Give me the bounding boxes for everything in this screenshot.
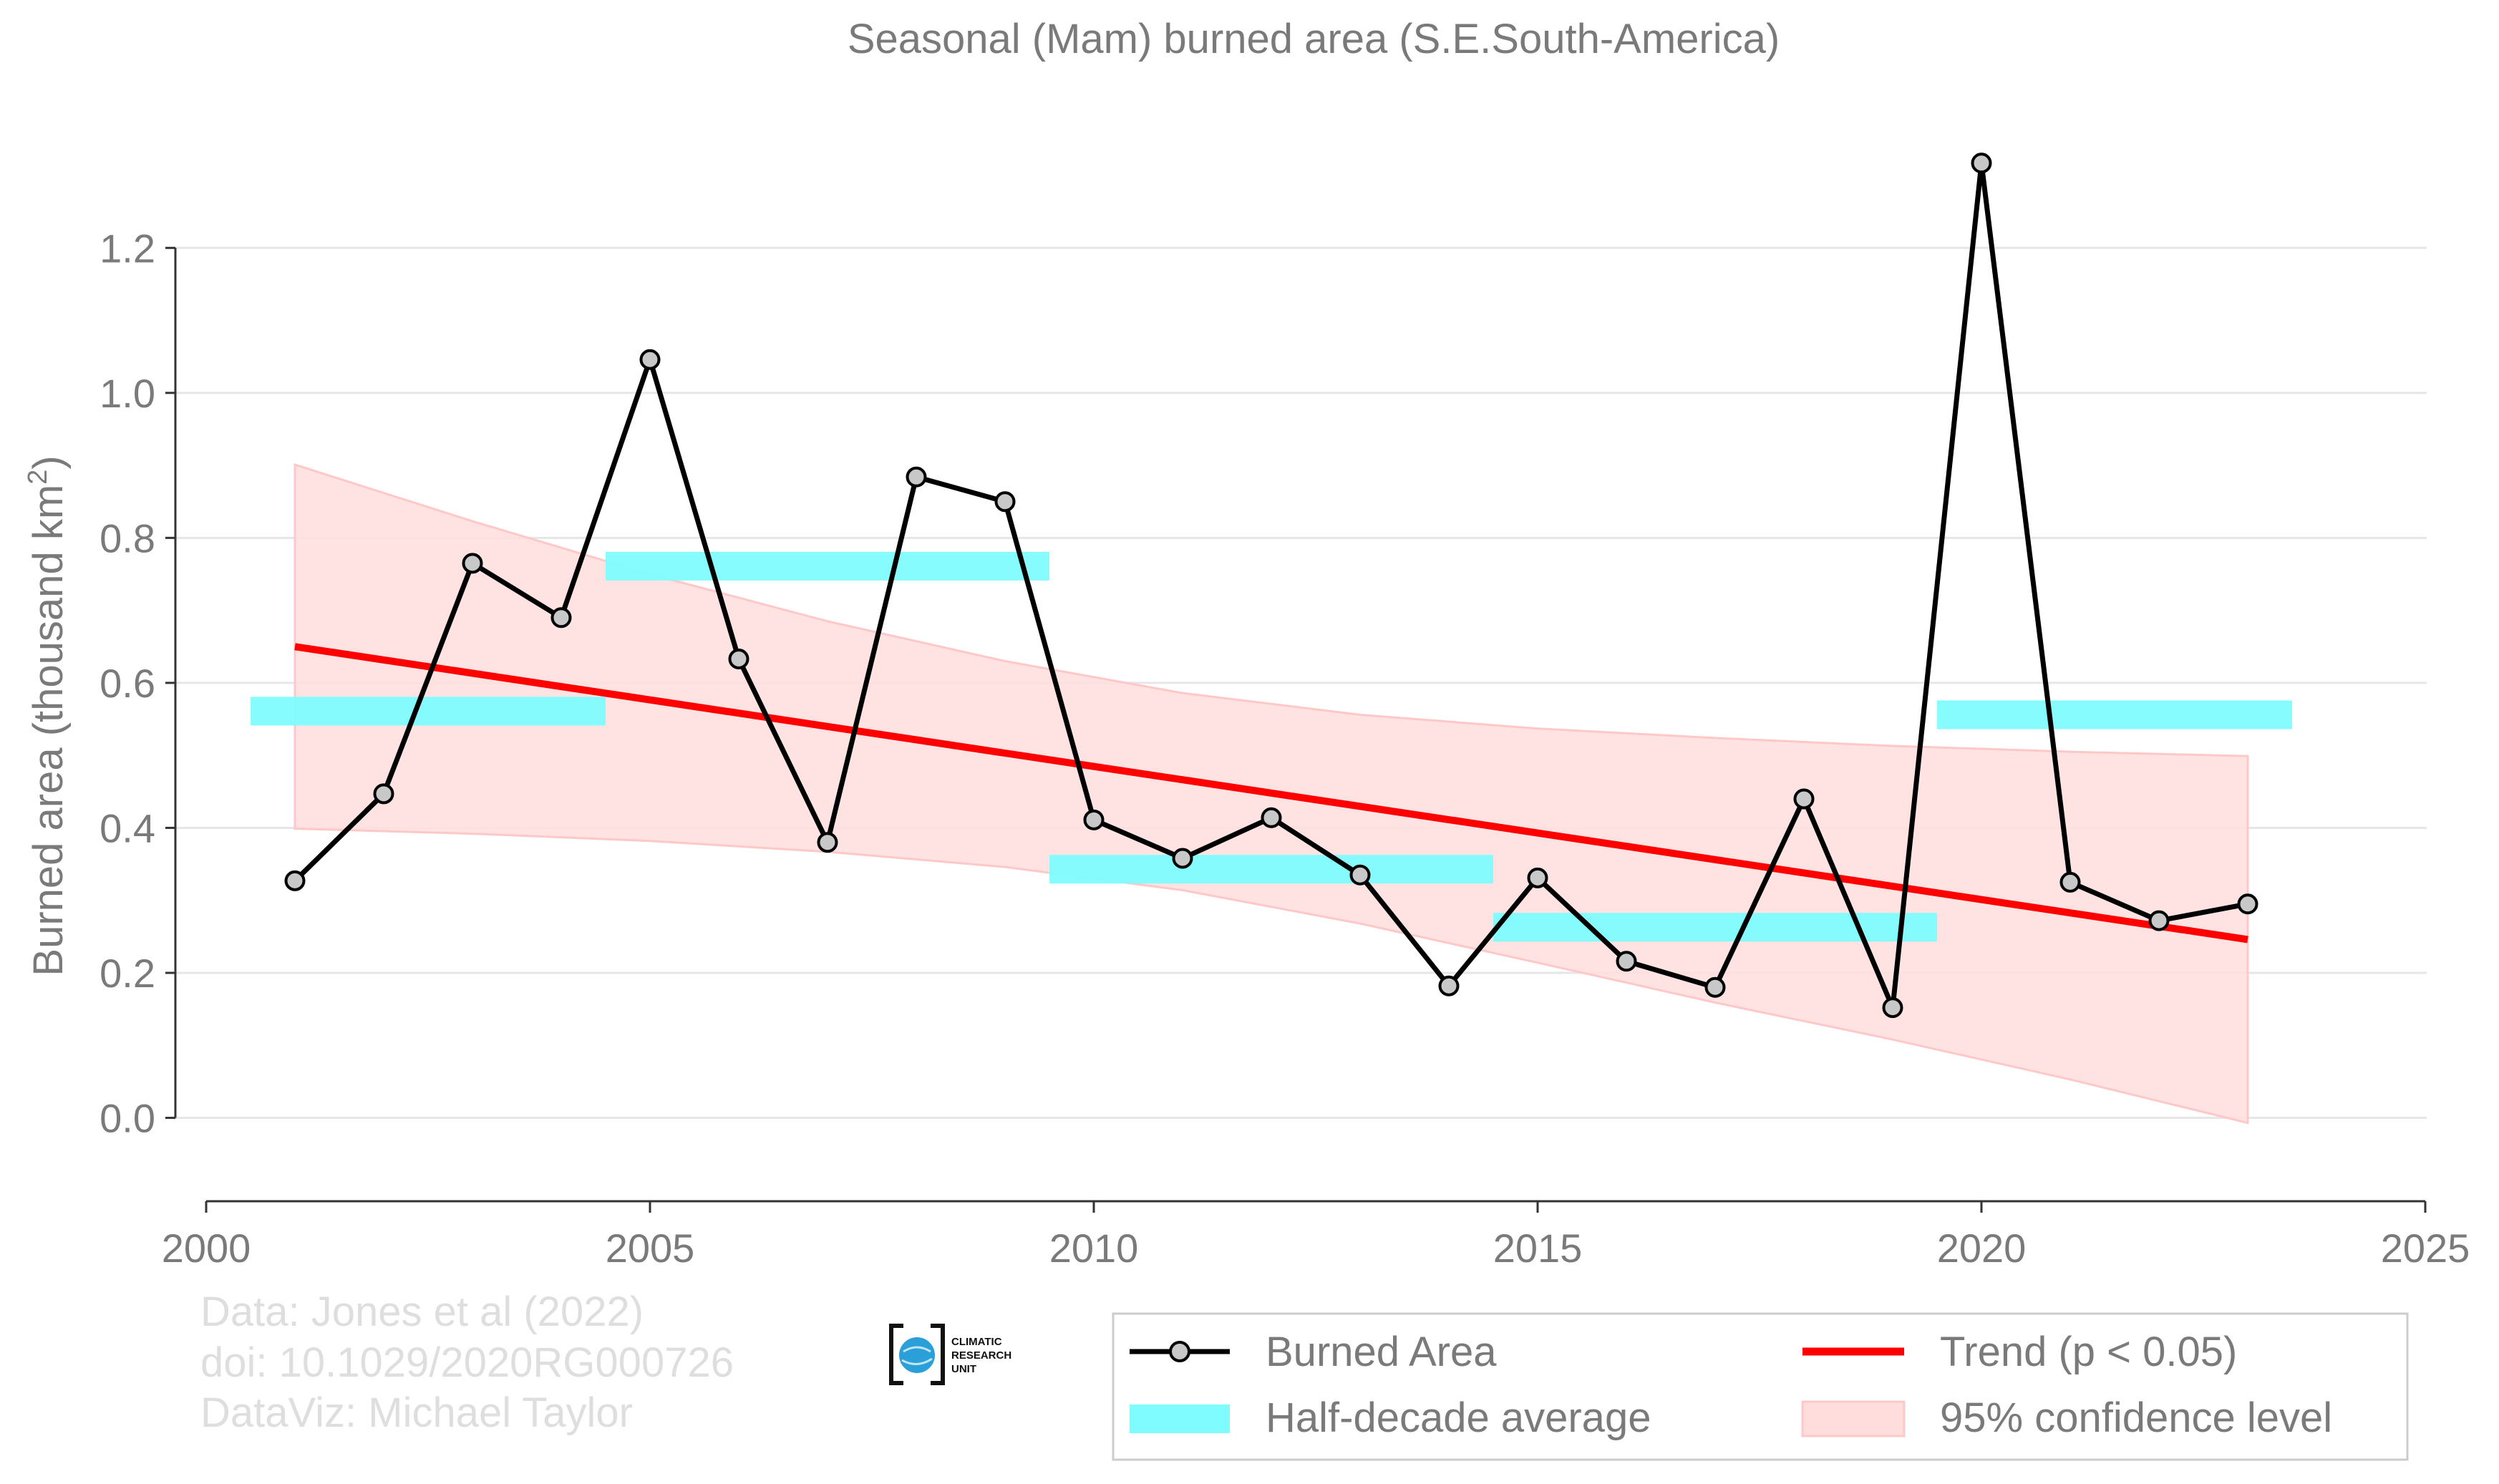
logo-text-line2: RESEARCH <box>951 1349 1011 1362</box>
burned-area-point <box>2148 910 2170 931</box>
y-axis-label-suffix: ) <box>25 455 72 469</box>
burned-area-point <box>1083 809 1105 830</box>
burned-area-layer <box>284 152 2258 1019</box>
credit-data-source: Data: Jones et al (2022) <box>200 1289 644 1335</box>
trend-layer <box>294 643 2248 944</box>
y-tick-label: 1.0 <box>100 371 155 416</box>
credit-dataviz: DataViz: Michael Taylor <box>200 1390 633 1436</box>
burned-area-point <box>1704 976 1726 998</box>
burned-area-point <box>1971 152 1992 174</box>
chart-title: Seasonal (Mam) burned area (S.E.South-Am… <box>848 16 1780 62</box>
credit-doi: doi: 10.1029/2020RG000726 <box>200 1339 734 1386</box>
burned-area-point <box>1438 975 1460 996</box>
burned-area-point <box>2237 893 2258 915</box>
legend-half-decade-swatch <box>1130 1405 1230 1433</box>
logo-globe-detail <box>901 1346 933 1365</box>
burned-area-point <box>817 832 838 853</box>
half-decade-bar <box>1493 913 1937 942</box>
legend-burned-area-label: Burned Area <box>1266 1329 1497 1375</box>
legend-confidence-label: 95% confidence level <box>1940 1395 2332 1441</box>
half-decade-layer <box>251 551 2292 942</box>
x-tick-label: 2005 <box>606 1226 695 1271</box>
burned-area-point <box>373 783 394 805</box>
burned-area-point <box>994 491 1016 513</box>
burned-area-point <box>1172 848 1193 869</box>
legend-burned-area-swatch-marker <box>1169 1341 1190 1362</box>
burned-area-point <box>1527 867 1548 888</box>
x-tick-label: 2020 <box>1937 1226 2027 1271</box>
burned-area-point <box>728 648 749 669</box>
legend-frame <box>1112 1312 2409 1461</box>
y-tick-label: 1.2 <box>100 225 155 271</box>
burned-area-point <box>1793 788 1815 810</box>
legend-half-decade-label: Half-decade average <box>1266 1395 1651 1441</box>
burned-area-point <box>2059 871 2081 893</box>
x-tick-label: 2000 <box>162 1226 251 1271</box>
x-tick-label: 2025 <box>2381 1226 2470 1271</box>
y-tick-label: 0.4 <box>100 805 155 850</box>
burned-area-point <box>550 607 572 629</box>
logo-text-line3: UNIT <box>951 1363 976 1375</box>
y-tick-label: 0.6 <box>100 661 155 706</box>
y-axis-label-superscript: 2 <box>23 470 53 485</box>
y-tick-label: 0.8 <box>100 515 155 561</box>
y-tick-label: 0.2 <box>100 951 155 996</box>
burned-area-point <box>906 466 927 488</box>
y-tick-label: 0.0 <box>100 1096 155 1141</box>
burned-area-point <box>1349 864 1371 886</box>
y-axis-label-main: Burned area (thousand km <box>25 485 72 976</box>
cru-logo: CLIMATIC RESEARCH UNIT <box>889 1324 1011 1385</box>
half-decade-bar <box>1937 700 2292 729</box>
burned-area-point <box>284 870 306 891</box>
x-tick-label: 2010 <box>1049 1226 1139 1271</box>
burned-area-point <box>462 553 483 574</box>
logo-bracket-left <box>889 1324 903 1385</box>
half-decade-bar <box>251 697 606 726</box>
legend-confidence-swatch <box>1801 1400 1906 1437</box>
legend: Burned Area Half-decade average Trend (p… <box>1112 1312 2409 1461</box>
trend-line <box>294 643 2248 944</box>
axis-layer: 0.0 0.2 0.4 0.6 0.8 1.0 1.2 2000 2005 2010 2015 202… <box>100 225 2470 1271</box>
burned-area-point <box>639 349 661 370</box>
x-tick-label: 2015 <box>1493 1226 1583 1271</box>
burned-area-point <box>1882 997 1903 1019</box>
y-axis-label: Burned area (thousand km2) <box>23 455 72 976</box>
logo-bracket-right <box>931 1324 945 1385</box>
burned-area-point <box>1616 951 1637 972</box>
legend-trend-label: Trend (p < 0.05) <box>1940 1329 2237 1375</box>
burned-area-point <box>1261 807 1282 828</box>
logo-text-line1: CLIMATIC <box>951 1336 1002 1348</box>
half-decade-bar <box>606 551 1049 581</box>
half-decade-bar <box>1049 855 1493 884</box>
globe-icon <box>899 1337 935 1373</box>
